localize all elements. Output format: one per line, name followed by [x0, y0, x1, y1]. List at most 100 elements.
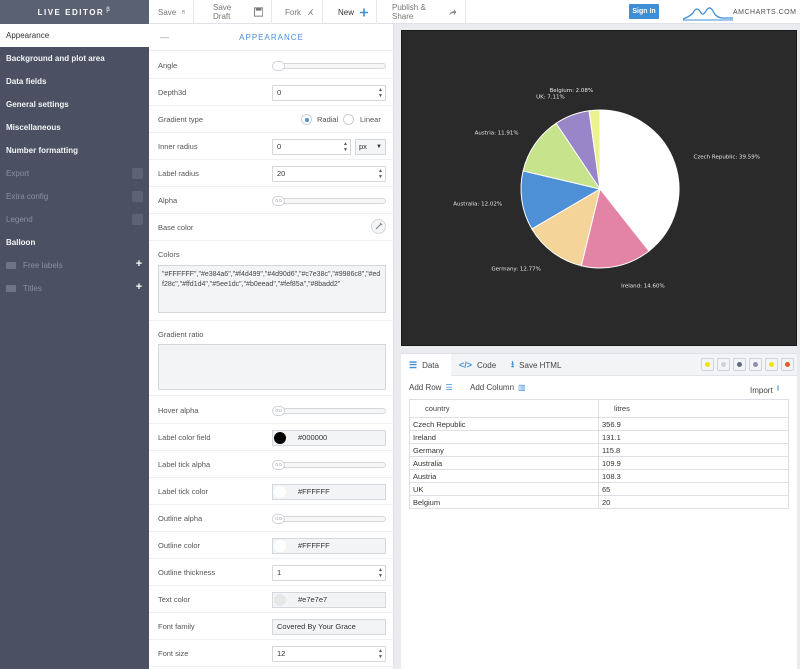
pie-slice[interactable] — [588, 109, 601, 190]
enable-checkbox[interactable] — [132, 214, 143, 225]
pie-slice[interactable] — [522, 122, 602, 190]
sidebar-item-number-formatting[interactable]: Number formatting — [0, 139, 149, 162]
color-swatch[interactable] — [274, 594, 286, 606]
theme-swatch[interactable] — [749, 358, 762, 371]
sidebar-item-balloon[interactable]: Balloon — [0, 231, 149, 254]
tab-save-html[interactable]: ⭳ Save HTML — [503, 354, 573, 376]
label-tick-alpha-label: Label tick alpha — [158, 460, 211, 469]
sidebar-item-legend[interactable]: Legend — [0, 208, 149, 231]
angle-slider[interactable] — [272, 61, 386, 71]
folder-icon — [6, 285, 16, 292]
sidebar-item-general-settings[interactable]: General settings — [0, 93, 149, 116]
unit-select[interactable]: px ▼ — [355, 139, 386, 155]
text-color-input[interactable]: #e7e7e7 — [272, 592, 386, 608]
sidebar-item-background[interactable]: Background and plot area — [0, 47, 149, 70]
slider-handle[interactable]: 0.0 — [272, 196, 285, 206]
linear-radio[interactable] — [343, 114, 354, 125]
slider-handle[interactable]: 0.0 — [272, 460, 285, 470]
save-button[interactable]: Save — [150, 0, 194, 24]
import-button[interactable]: Import ⭱ — [750, 383, 779, 397]
amcharts-logo[interactable]: AMCHARTS.COM — [682, 3, 797, 21]
label-tick-alpha-slider[interactable]: 0.0 — [272, 460, 386, 470]
table-cell[interactable]: 131.1 — [598, 430, 789, 444]
stepper-arrows-icon[interactable]: ▲ ▼ — [378, 567, 383, 579]
save-draft-button[interactable]: Save Draft — [205, 0, 272, 24]
top-toolbar: LIVE EDITOR β Save Save Draft Fork New P… — [0, 0, 800, 24]
sign-in-button[interactable]: Sign In — [629, 4, 659, 19]
font-family-input[interactable]: Covered By Your Grace — [272, 619, 386, 635]
sidebar-item-appearance[interactable]: Appearance — [0, 24, 149, 47]
sidebar-item-titles[interactable]: Titles + — [0, 277, 149, 300]
sidebar-item-label: Background and plot area — [6, 54, 105, 63]
publish-share-button[interactable]: Publish & Share — [384, 0, 466, 24]
column-header[interactable]: country — [409, 399, 599, 418]
pie-slice[interactable] — [580, 187, 650, 269]
table-cell[interactable]: 65 — [598, 482, 789, 496]
table-cell[interactable]: Austria — [409, 469, 599, 483]
live-editor-brand: LIVE EDITOR β — [0, 0, 149, 24]
stepper-arrows-icon[interactable]: ▲ ▼ — [378, 168, 383, 180]
stepper-arrows-icon[interactable]: ▲ ▼ — [378, 87, 383, 99]
alpha-slider[interactable]: 0.0 — [272, 196, 386, 206]
base-color-label: Base color — [158, 223, 194, 232]
stepper-arrows-icon[interactable]: ▲ ▼ — [343, 141, 348, 153]
theme-swatch[interactable] — [765, 358, 778, 371]
inner-radius-input[interactable]: 0 ▲ ▼ — [272, 139, 351, 155]
eyedropper-icon[interactable] — [371, 219, 386, 234]
radial-radio[interactable] — [301, 114, 312, 125]
table-cell[interactable]: 356.9 — [598, 417, 789, 431]
add-icon[interactable]: + — [135, 258, 143, 270]
table-cell[interactable]: 20 — [598, 495, 789, 509]
stepper-arrows-icon[interactable]: ▲ ▼ — [378, 648, 383, 660]
pie-slice[interactable] — [599, 109, 680, 252]
label-tick-color-input[interactable]: #FFFFFF — [272, 484, 386, 500]
slider-handle[interactable]: 0.0 — [272, 514, 285, 524]
table-cell[interactable]: 115.8 — [598, 443, 789, 457]
sidebar-item-extra-config[interactable]: Extra config — [0, 185, 149, 208]
theme-swatch[interactable] — [701, 358, 714, 371]
gradient-ratio-textarea[interactable] — [158, 344, 386, 390]
slider-handle[interactable] — [272, 61, 285, 71]
outline-color-input[interactable]: #FFFFFF — [272, 538, 386, 554]
sidebar-item-free-labels[interactable]: Free labels + — [0, 254, 149, 277]
sidebar-item-miscellaneous[interactable]: Miscellaneous — [0, 116, 149, 139]
table-cell[interactable]: Ireland — [409, 430, 599, 444]
collapse-button[interactable]: — — [160, 32, 169, 42]
sidebar-item-export[interactable]: Export — [0, 162, 149, 185]
new-button[interactable]: New — [330, 0, 377, 24]
theme-swatch[interactable] — [717, 358, 730, 371]
pie-slice[interactable] — [531, 187, 601, 267]
color-swatch[interactable] — [274, 540, 286, 552]
color-swatch[interactable] — [274, 486, 286, 498]
column-header[interactable]: litres — [598, 399, 789, 418]
color-swatch[interactable] — [274, 432, 286, 444]
table-cell[interactable]: Germany — [409, 443, 599, 457]
outline-thickness-input[interactable]: 1 ▲ ▼ — [272, 565, 386, 581]
colors-textarea[interactable]: "#FFFFFF","#e384a6","#f4d499","#4d90d6",… — [158, 265, 386, 313]
table-cell[interactable]: Belgium — [409, 495, 599, 509]
font-size-input[interactable]: 12 ▲ ▼ — [272, 646, 386, 662]
enable-checkbox[interactable] — [132, 168, 143, 179]
hover-alpha-slider[interactable]: 0.0 — [272, 406, 386, 416]
table-cell[interactable]: Czech Republic — [409, 417, 599, 431]
fork-button[interactable]: Fork — [277, 0, 323, 24]
tab-code[interactable]: </> Code — [451, 354, 503, 376]
table-cell[interactable]: 109.9 — [598, 456, 789, 470]
depth3d-input[interactable]: 0 ▲ ▼ — [272, 85, 386, 101]
sidebar-item-data-fields[interactable]: Data fields — [0, 70, 149, 93]
outline-alpha-slider[interactable]: 0.0 — [272, 514, 386, 524]
add-column-button[interactable]: Add Column ▥ — [470, 383, 526, 392]
add-icon[interactable]: + — [135, 281, 143, 293]
table-cell[interactable]: UK — [409, 482, 599, 496]
label-radius-input[interactable]: 20 ▲ ▼ — [272, 166, 386, 182]
theme-swatch[interactable] — [781, 358, 794, 371]
table-cell[interactable]: Australia — [409, 456, 599, 470]
pie-slice[interactable] — [520, 170, 602, 230]
tab-data[interactable]: ☰ Data — [401, 354, 451, 376]
label-color-field-input[interactable]: #000000 — [272, 430, 386, 446]
table-cell[interactable]: 108.3 — [598, 469, 789, 483]
theme-swatch[interactable] — [733, 358, 746, 371]
enable-checkbox[interactable] — [132, 191, 143, 202]
add-row-button[interactable]: Add Row ☰ — [409, 383, 453, 392]
slider-handle[interactable]: 0.0 — [272, 406, 285, 416]
